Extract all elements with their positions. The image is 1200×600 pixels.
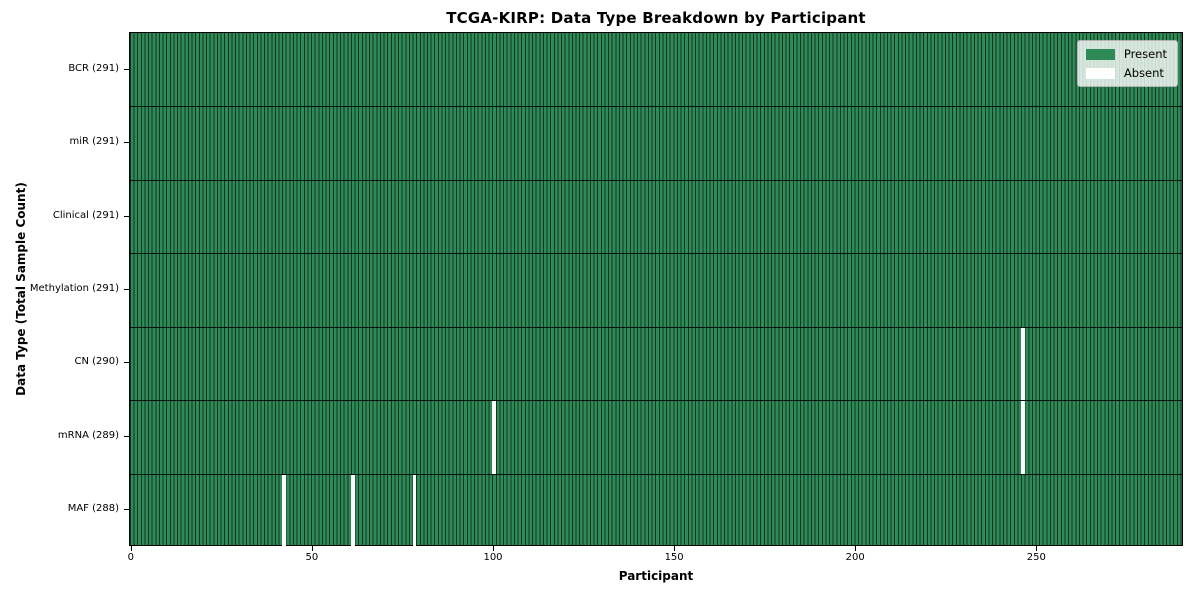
y-tick-mark bbox=[124, 435, 129, 437]
x-tick-mark bbox=[311, 546, 313, 551]
y-tick-mark bbox=[124, 215, 129, 217]
x-tick-label: 0 bbox=[127, 552, 134, 563]
y-tick-label: Methylation (291) bbox=[29, 283, 119, 294]
absent-gap bbox=[412, 474, 417, 547]
legend-absent-swatch bbox=[1085, 67, 1115, 79]
y-tick-label: mRNA (289) bbox=[57, 429, 119, 441]
absent-gap bbox=[492, 401, 496, 474]
absent-gap bbox=[350, 474, 355, 547]
absent-gap bbox=[282, 474, 286, 547]
y-tick-mark bbox=[124, 509, 129, 511]
y-tick-mark bbox=[124, 68, 129, 70]
legend-absent-label: Absent bbox=[1123, 66, 1164, 80]
x-tick-mark bbox=[674, 546, 676, 551]
absent-gap bbox=[1021, 401, 1025, 474]
legend-present-swatch bbox=[1085, 48, 1115, 60]
x-tick-label: 200 bbox=[845, 552, 865, 563]
legend-item-present: Present bbox=[1085, 47, 1167, 61]
absent-gap bbox=[1021, 327, 1025, 401]
x-tick-mark bbox=[855, 546, 857, 551]
legend: Present Absent bbox=[1076, 40, 1178, 87]
y-tick-label: MAF (288) bbox=[67, 503, 119, 515]
x-tick-mark bbox=[1036, 546, 1038, 551]
legend-present-label: Present bbox=[1123, 47, 1167, 61]
y-tick-label: miR (291) bbox=[69, 136, 119, 148]
chart-title: TCGA-KIRP: Data Type Breakdown by Partic… bbox=[446, 9, 866, 27]
y-tick-label: CN (290) bbox=[74, 356, 119, 368]
x-tick-mark bbox=[130, 546, 132, 551]
y-tick-mark bbox=[124, 142, 129, 144]
participant-stripes bbox=[130, 33, 1182, 545]
x-tick-label: 150 bbox=[664, 552, 684, 563]
plot-area: Present Absent bbox=[129, 32, 1183, 547]
x-tick-mark bbox=[493, 546, 494, 551]
legend-item-absent: Absent bbox=[1085, 66, 1167, 80]
row-divider bbox=[130, 106, 1182, 108]
row-divider bbox=[130, 179, 1182, 181]
x-tick-label: 100 bbox=[483, 552, 503, 563]
y-tick-label: Clinical (291) bbox=[52, 209, 119, 221]
row-divider bbox=[130, 326, 1182, 328]
x-tick-label: 50 bbox=[305, 552, 319, 563]
row-divider bbox=[130, 473, 1182, 475]
y-tick-mark bbox=[124, 362, 129, 364]
y-tick-label: BCR (291) bbox=[68, 62, 119, 74]
x-tick-label: 250 bbox=[1026, 552, 1046, 563]
x-axis-label: Participant bbox=[618, 569, 694, 583]
row-divider bbox=[130, 253, 1182, 255]
y-tick-mark bbox=[124, 289, 129, 290]
row-divider bbox=[130, 400, 1182, 402]
